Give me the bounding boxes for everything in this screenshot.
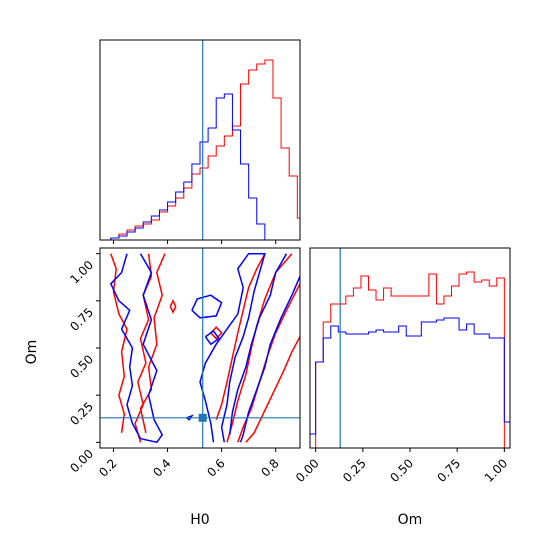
histOm-series-group: [310, 271, 510, 448]
histOm-histogram-series-blue: [310, 317, 510, 448]
joint-contours-group: [109, 252, 300, 444]
histOm-histogram-series-red: [310, 271, 510, 448]
contour-line-red: [169, 299, 177, 314]
histH0-series-group: [110, 59, 300, 240]
y-axis-label-om: Om: [24, 340, 40, 365]
contour-line-blue: [199, 252, 266, 443]
contour-line-blue: [191, 294, 223, 319]
contour-line-blue: [109, 253, 164, 444]
contour-line-red: [215, 253, 266, 420]
histH0-frame: [99, 39, 301, 241]
contour-line-blue: [239, 276, 300, 443]
x-axis-label-om: Om: [398, 512, 423, 528]
x-axis-label-h0: H0: [190, 512, 209, 528]
contour-line-red: [210, 326, 223, 340]
contour-line-red: [139, 253, 166, 434]
contour-line-red: [245, 336, 300, 443]
truth-marker: [198, 413, 207, 422]
contour-line-blue: [228, 253, 288, 435]
contour-line-blue: [204, 329, 220, 346]
histH0-histogram-series-blue: [110, 93, 300, 240]
contour-line-red: [226, 253, 293, 443]
